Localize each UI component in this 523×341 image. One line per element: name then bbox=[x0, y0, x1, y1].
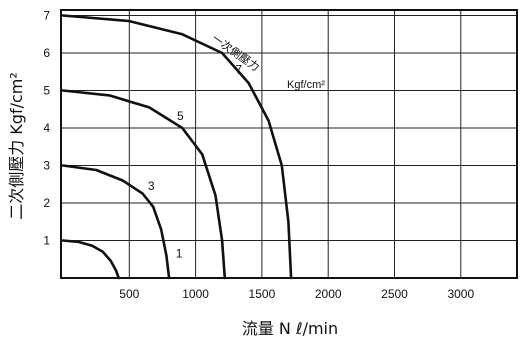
curve-5 bbox=[61, 89, 227, 280]
y-tick-label: 7 bbox=[43, 9, 50, 23]
y-tick-labels: 1 2 3 4 5 6 7 bbox=[43, 9, 50, 248]
grid bbox=[61, 10, 517, 278]
primary-pressure-unit: Kgf/cm² bbox=[287, 79, 325, 91]
y-tick-label: 4 bbox=[43, 121, 50, 135]
curve-label-5: 5 bbox=[177, 109, 184, 123]
y-tick-label: 2 bbox=[43, 196, 50, 210]
x-tick-label: 500 bbox=[119, 287, 139, 301]
y-axis-title: 二次側壓力 Kgf/cm² bbox=[7, 72, 26, 220]
x-tick-labels: 500 1000 1500 2000 2500 3000 bbox=[119, 287, 474, 301]
x-tick-label: 3000 bbox=[447, 287, 474, 301]
y-tick-label: 3 bbox=[43, 159, 50, 173]
curve-7 bbox=[61, 14, 293, 280]
curves bbox=[61, 14, 293, 280]
y-tick-label: 1 bbox=[43, 234, 50, 248]
x-tick-label: 2000 bbox=[315, 287, 342, 301]
x-tick-label: 1000 bbox=[182, 287, 209, 301]
curve-1 bbox=[61, 239, 120, 280]
curve-label-7: 7 bbox=[235, 63, 242, 77]
x-tick-label: 2500 bbox=[381, 287, 408, 301]
curve-label-3: 3 bbox=[148, 179, 155, 193]
y-tick-label: 5 bbox=[43, 84, 50, 98]
x-tick-label: 1500 bbox=[249, 287, 276, 301]
curve-3 bbox=[61, 164, 171, 280]
plot-frame bbox=[60, 9, 518, 279]
y-tick-label: 6 bbox=[43, 46, 50, 60]
x-axis-title: 流量 N ℓ/min bbox=[242, 319, 338, 338]
curve-labels: 1 3 5 7 bbox=[148, 63, 243, 261]
curve-label-1: 1 bbox=[176, 246, 183, 260]
